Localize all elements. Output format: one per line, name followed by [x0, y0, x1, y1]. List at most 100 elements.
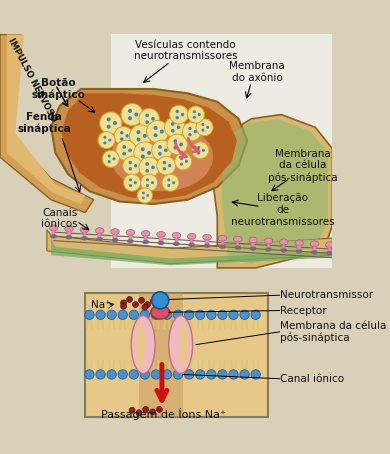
Polygon shape — [51, 238, 332, 266]
Text: Canais
iônicos: Canais iônicos — [41, 207, 78, 229]
Circle shape — [107, 310, 116, 320]
Circle shape — [108, 154, 111, 158]
Polygon shape — [111, 35, 332, 268]
Circle shape — [113, 121, 117, 125]
Circle shape — [134, 113, 138, 117]
Circle shape — [229, 370, 238, 379]
Circle shape — [198, 113, 201, 116]
Ellipse shape — [50, 234, 57, 238]
FancyArrowPatch shape — [176, 143, 186, 157]
Circle shape — [188, 127, 191, 130]
Circle shape — [167, 178, 170, 182]
Circle shape — [103, 136, 106, 139]
Circle shape — [176, 116, 179, 119]
Ellipse shape — [80, 227, 89, 233]
Circle shape — [116, 140, 136, 161]
Circle shape — [123, 156, 142, 175]
Circle shape — [164, 148, 168, 152]
Text: Fenda
sináptica: Fenda sináptica — [18, 112, 71, 134]
Text: Passagem de Íons Na⁺: Passagem de Íons Na⁺ — [101, 408, 226, 419]
Circle shape — [141, 154, 145, 158]
Circle shape — [151, 181, 154, 184]
Circle shape — [151, 370, 161, 379]
Circle shape — [143, 134, 147, 138]
Circle shape — [218, 310, 227, 320]
Circle shape — [108, 160, 111, 163]
Circle shape — [145, 169, 149, 173]
Polygon shape — [47, 230, 332, 264]
Circle shape — [129, 370, 138, 379]
Circle shape — [118, 310, 128, 320]
Ellipse shape — [265, 247, 272, 252]
Circle shape — [174, 370, 183, 379]
Text: Na⁺: Na⁺ — [91, 301, 110, 311]
Polygon shape — [51, 89, 247, 204]
Circle shape — [152, 292, 169, 309]
Polygon shape — [0, 35, 94, 212]
Circle shape — [146, 194, 149, 197]
Polygon shape — [160, 237, 163, 242]
Ellipse shape — [311, 250, 318, 255]
Circle shape — [138, 297, 144, 303]
Text: Membrana
da célula
pós-sináptica: Membrana da célula pós-sináptica — [268, 149, 337, 183]
Circle shape — [197, 152, 200, 155]
Ellipse shape — [264, 238, 273, 244]
Ellipse shape — [280, 248, 287, 252]
Circle shape — [156, 406, 162, 412]
Circle shape — [136, 130, 140, 134]
Ellipse shape — [157, 232, 165, 237]
Circle shape — [103, 141, 106, 144]
Ellipse shape — [188, 233, 196, 239]
Circle shape — [108, 138, 111, 142]
Polygon shape — [313, 247, 316, 252]
Circle shape — [251, 310, 261, 320]
Circle shape — [100, 112, 122, 134]
Ellipse shape — [96, 228, 104, 234]
Circle shape — [85, 370, 94, 379]
Circle shape — [143, 406, 149, 412]
Polygon shape — [267, 243, 270, 249]
Circle shape — [158, 145, 162, 149]
Circle shape — [107, 118, 111, 121]
Circle shape — [121, 303, 126, 309]
Circle shape — [129, 161, 132, 164]
Circle shape — [142, 192, 145, 194]
Polygon shape — [67, 232, 71, 237]
Circle shape — [151, 117, 155, 121]
Polygon shape — [7, 35, 85, 204]
Ellipse shape — [169, 316, 193, 374]
Circle shape — [174, 139, 177, 143]
Circle shape — [174, 146, 177, 149]
Circle shape — [195, 370, 205, 379]
FancyArrowPatch shape — [188, 138, 199, 152]
Circle shape — [151, 310, 161, 320]
Circle shape — [188, 106, 204, 123]
Ellipse shape — [249, 237, 257, 243]
Circle shape — [162, 174, 179, 191]
Circle shape — [195, 310, 205, 320]
Circle shape — [162, 370, 172, 379]
FancyBboxPatch shape — [85, 293, 268, 417]
Circle shape — [193, 130, 197, 133]
Circle shape — [154, 126, 158, 130]
Circle shape — [126, 296, 133, 302]
Circle shape — [122, 145, 126, 149]
Ellipse shape — [127, 239, 134, 243]
Text: Neurotransmissor: Neurotransmissor — [280, 290, 372, 300]
Ellipse shape — [296, 249, 303, 253]
Polygon shape — [129, 235, 132, 240]
Ellipse shape — [111, 229, 119, 235]
Circle shape — [134, 142, 156, 164]
Text: Botão
sináptico: Botão sináptico — [31, 78, 85, 100]
Text: Membrana da célula
pós-sináptica: Membrana da célula pós-sináptica — [280, 321, 386, 343]
Ellipse shape — [151, 306, 170, 319]
Circle shape — [167, 134, 188, 155]
Circle shape — [118, 370, 128, 379]
Ellipse shape — [131, 316, 155, 374]
Circle shape — [174, 310, 183, 320]
Circle shape — [121, 300, 126, 306]
Circle shape — [229, 310, 238, 320]
Circle shape — [96, 370, 105, 379]
Circle shape — [141, 147, 145, 151]
Circle shape — [121, 104, 143, 126]
